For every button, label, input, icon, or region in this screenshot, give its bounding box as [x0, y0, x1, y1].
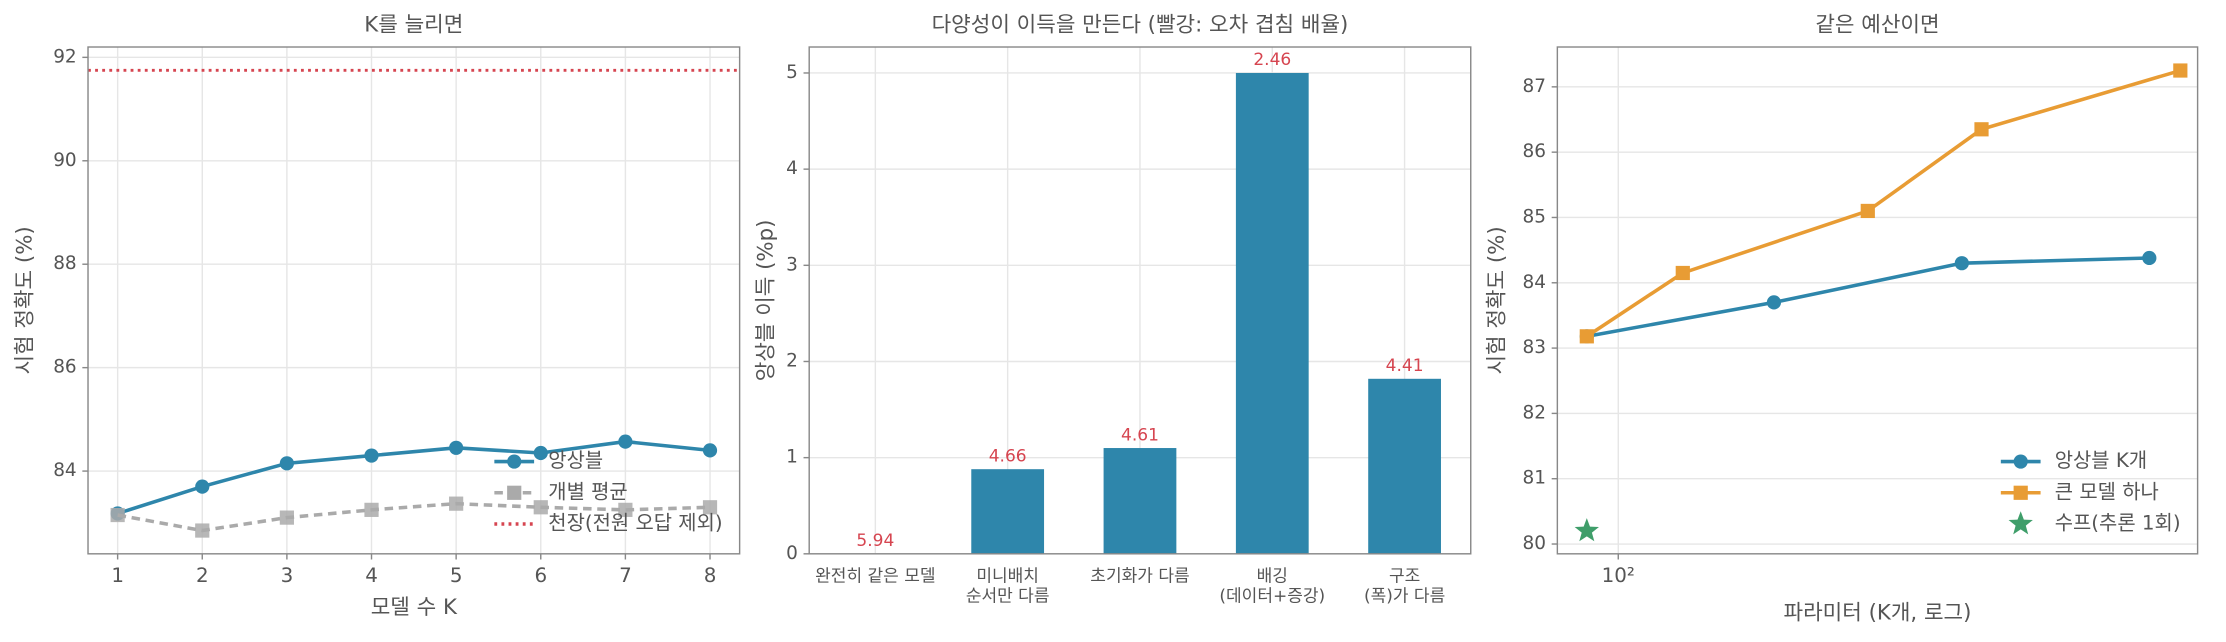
series-line [1585, 68, 2181, 338]
x-axis-label: 모델 수 K [371, 595, 458, 620]
x-tick-label: 8 [704, 564, 717, 587]
legend-marker [507, 485, 522, 500]
y-axis-label: 시험 정확도 (%) [1485, 226, 1510, 374]
y-tick-label: 87 [1523, 76, 1546, 97]
x-tick-label: 10² [1602, 564, 1635, 587]
legend-label: 천장(전원 오답 제외) [548, 512, 722, 535]
bar [1235, 72, 1309, 554]
point [702, 443, 718, 458]
point [618, 502, 633, 517]
x-tick-label: 6 [534, 564, 547, 587]
y-tick-label: 2 [786, 350, 798, 371]
y-tick-label: 3 [786, 254, 798, 275]
x-tick-label: 초기화가 다름 [1090, 567, 1189, 587]
bar [971, 469, 1045, 554]
panel-title: K를 늘리면 [364, 13, 463, 38]
y-tick-label: 80 [1523, 533, 1546, 554]
y-axis-label: 시험 정확도 (%) [13, 226, 38, 374]
y-tick-label: 5 [786, 62, 798, 83]
x-tick-label: 3 [281, 564, 294, 587]
point [1579, 329, 1594, 344]
point [449, 496, 464, 511]
x-axis-label: 파라미터 (K개, 로그) [1784, 600, 1972, 625]
y-tick-label: 81 [1523, 468, 1546, 489]
y-tick-label: 85 [1523, 206, 1546, 227]
bar-annotation: 5.94 [856, 531, 894, 551]
legend-marker [2013, 454, 2028, 469]
point [618, 434, 633, 449]
y-tick-label: 90 [53, 150, 76, 171]
point [110, 507, 125, 523]
legend-label: 앙상블 K개 [2055, 449, 2147, 472]
point [1675, 265, 1690, 281]
y-tick-label: 4 [786, 158, 798, 179]
legend-marker [507, 454, 522, 469]
x-tick-label: 2 [196, 564, 209, 587]
y-tick-label: 86 [1523, 141, 1546, 162]
legend-label: 큰 모델 하나 [2055, 480, 2159, 503]
legend-marker [2008, 511, 2033, 535]
point [195, 523, 210, 538]
point [533, 500, 548, 515]
panel-title: 다양성이 이득을 만든다 (빨강: 오차 겹침 배율) [932, 13, 1349, 38]
legend-marker [2013, 485, 2028, 500]
point [449, 440, 464, 455]
series-line [117, 501, 711, 533]
bar [1368, 378, 1441, 554]
y-tick-label: 84 [1523, 272, 1546, 293]
axes-frame [808, 46, 1472, 555]
x-tick-label: 1 [111, 564, 124, 587]
bar-annotation: 2.46 [1253, 50, 1291, 70]
y-axis-label: 앙상블 이득 (%p) [754, 220, 779, 382]
bar [1103, 448, 1177, 554]
x-tick-label: 4 [365, 564, 378, 587]
legend-label: 수프(추론 1회) [2055, 512, 2181, 535]
x-tick-label: 구조 (폭)가 다름 [1364, 567, 1445, 607]
point [195, 479, 210, 494]
legend-label: 개별 평균 [548, 480, 627, 503]
panel-title: 같은 예산이면 [1815, 13, 1939, 38]
point [279, 510, 294, 525]
y-tick-label: 1 [786, 447, 798, 468]
point [364, 448, 379, 463]
point [279, 456, 294, 471]
x-tick-label: 배깅 (데이터+증강) [1219, 567, 1325, 607]
x-tick-label: 5 [450, 564, 463, 587]
bar-annotation: 4.41 [1386, 356, 1424, 376]
y-tick-label: 88 [53, 253, 76, 274]
point [2142, 250, 2157, 266]
y-tick-label: 83 [1523, 337, 1546, 358]
y-tick-label: 0 [786, 543, 798, 564]
y-tick-label: 82 [1523, 402, 1546, 423]
x-tick-label: 7 [619, 564, 632, 587]
y-tick-label: 84 [53, 460, 76, 481]
axes-frame [1556, 46, 2199, 555]
y-tick-label: 92 [53, 46, 76, 67]
point [1860, 203, 1875, 219]
point [2173, 63, 2188, 78]
legend-label: 앙상블 [548, 449, 603, 472]
bar-annotation: 4.61 [1121, 425, 1159, 445]
point [1766, 295, 1782, 310]
x-tick-label: 완전히 같은 모델 [815, 567, 935, 587]
x-tick-label: 미니배치 순서만 다름 [966, 567, 1050, 607]
bar-annotation: 4.66 [989, 446, 1027, 466]
point [364, 502, 379, 517]
point [702, 500, 718, 515]
point [533, 445, 548, 461]
point [1574, 518, 1599, 542]
series-line [117, 439, 711, 516]
axes-frame [87, 46, 741, 555]
point [1974, 122, 1989, 137]
point [1954, 256, 1969, 271]
y-tick-label: 86 [53, 357, 76, 378]
series-line [1586, 256, 2150, 339]
